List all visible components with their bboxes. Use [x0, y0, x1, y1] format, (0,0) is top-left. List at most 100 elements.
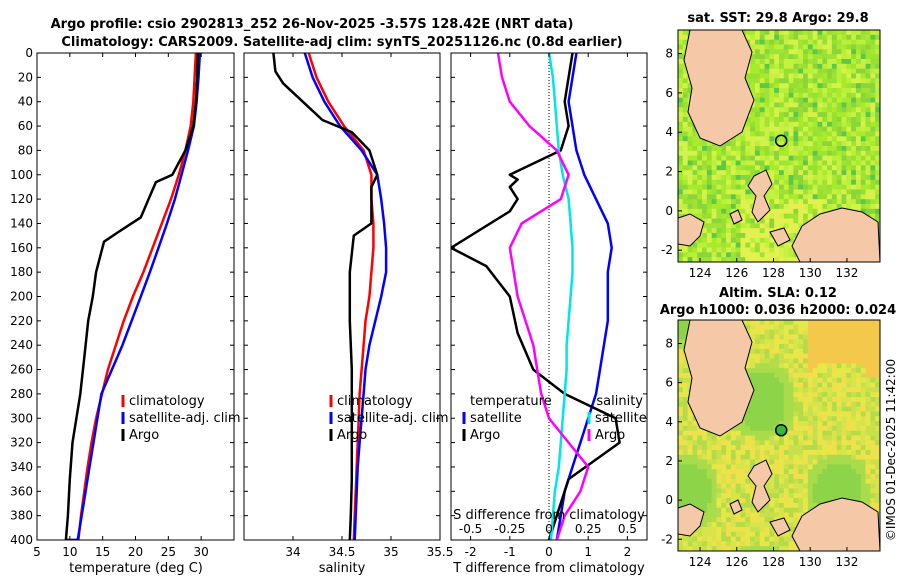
- map-cell: [779, 170, 785, 176]
- map-cell: [841, 387, 847, 393]
- map-cell: [745, 165, 751, 171]
- map-cell: [769, 546, 775, 551]
- map-cell: [865, 464, 871, 470]
- map-cell: [831, 449, 838, 456]
- map-cell: [682, 107, 689, 113]
- map-cell: [860, 377, 866, 383]
- map-cell: [745, 68, 751, 74]
- map-cell: [793, 194, 799, 200]
- map-cell: [822, 454, 828, 460]
- map-cell: [793, 199, 799, 205]
- map-cell: [846, 136, 852, 142]
- map-cell: [697, 160, 703, 166]
- map-cell: [841, 382, 847, 388]
- map-cell: [860, 411, 866, 417]
- map-cell: [827, 397, 833, 403]
- map-cell: [692, 189, 698, 195]
- map-cell: [754, 363, 761, 369]
- map-cell: [865, 165, 871, 171]
- map-cell: [769, 430, 775, 436]
- map-cell: [865, 430, 871, 436]
- map-cell: [798, 488, 804, 494]
- map-cell: [788, 150, 794, 157]
- map-cell: [726, 546, 732, 551]
- map-cell: [807, 126, 814, 132]
- map-cell: [754, 73, 761, 79]
- map-cell: [793, 208, 799, 215]
- map-cell: [870, 339, 876, 345]
- map-cell: [798, 44, 804, 50]
- map-cell: [803, 199, 809, 205]
- map-cell: [697, 146, 703, 152]
- series-line-argo: [64, 53, 200, 540]
- map-cell: [870, 430, 876, 436]
- map-cell: [841, 112, 847, 118]
- map-cell: [774, 39, 780, 45]
- map-cell: [865, 363, 871, 369]
- map-cell: [822, 421, 828, 427]
- map-cell: [774, 483, 780, 489]
- map-cell: [678, 372, 684, 379]
- map-cell: [788, 44, 794, 50]
- map-cell: [803, 368, 809, 374]
- map-cell: [846, 131, 852, 137]
- map-cell: [716, 146, 722, 152]
- map-cell: [697, 213, 703, 219]
- map-cell: [827, 121, 833, 128]
- map-cell: [754, 546, 761, 551]
- map-cell: [740, 213, 746, 219]
- map-cell: [706, 242, 713, 248]
- map-cell: [822, 63, 828, 70]
- map-cell: [697, 488, 703, 494]
- map-cell: [798, 112, 804, 118]
- map-cell: [740, 257, 746, 262]
- map-lon-label: 130: [799, 266, 822, 280]
- map-cell: [788, 339, 794, 345]
- map-cell: [788, 223, 794, 229]
- map-cell: [875, 213, 880, 219]
- map-cell: [817, 189, 823, 195]
- map-cell: [855, 39, 862, 45]
- map-cell: [769, 425, 775, 432]
- x-tick-label: -1: [504, 545, 516, 559]
- map-cell: [865, 63, 871, 70]
- map-cell: [817, 78, 823, 84]
- map-cell: [788, 257, 794, 262]
- map-cell: [702, 189, 708, 195]
- map-cell: [769, 223, 775, 229]
- map-cell: [721, 512, 727, 518]
- map-cell: [759, 421, 765, 427]
- map-cell: [750, 546, 756, 551]
- map-cell: [687, 247, 693, 253]
- map-cell: [687, 204, 693, 210]
- map-cell: [721, 223, 727, 229]
- map-cell: [711, 536, 717, 542]
- map-cell: [716, 440, 722, 446]
- map-cell: [870, 320, 876, 326]
- map-cell: [822, 406, 828, 412]
- map-cell: [870, 146, 876, 152]
- map-cell: [783, 155, 790, 161]
- map-cell: [841, 73, 847, 79]
- map-cell: [750, 483, 756, 489]
- map-cell: [827, 478, 833, 485]
- map-cell: [812, 199, 818, 205]
- map-cell: [711, 228, 717, 234]
- map-cell: [759, 126, 765, 132]
- map-cell: [779, 507, 785, 513]
- map-cell: [750, 136, 756, 142]
- map-cell: [875, 392, 880, 398]
- map-cell: [730, 155, 737, 161]
- map-cell: [735, 223, 741, 229]
- map-cell: [836, 358, 842, 364]
- map-cell: [807, 102, 814, 108]
- map-cell: [827, 165, 833, 171]
- map-cell: [764, 488, 770, 494]
- map-cell: [735, 474, 741, 480]
- map-cell: [726, 512, 732, 518]
- map-cell: [692, 430, 698, 436]
- map-cell: [769, 257, 775, 262]
- map-cell: [827, 97, 833, 103]
- map-cell: [812, 483, 818, 489]
- map-cell: [750, 421, 756, 427]
